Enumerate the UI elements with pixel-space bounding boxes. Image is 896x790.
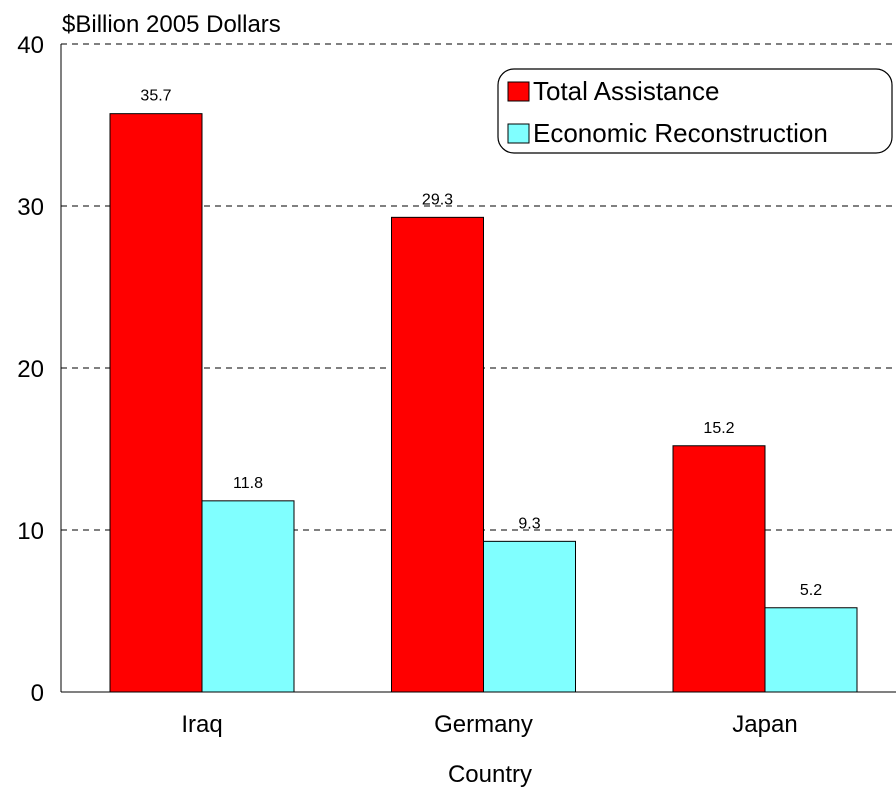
- legend-swatch-total-assistance: [507, 81, 530, 102]
- y-tick-label: 40: [17, 32, 44, 59]
- data-label: 5.2: [800, 582, 822, 599]
- data-label: 11.8: [233, 475, 263, 492]
- y-tick-label: 30: [17, 194, 44, 221]
- y-tick-label: 10: [17, 518, 44, 545]
- y-tick-labels: 0 10 20 30 40: [17, 32, 44, 707]
- bar: [109, 113, 203, 693]
- bar: [391, 216, 484, 693]
- data-label: 15.2: [703, 420, 734, 437]
- bar: [483, 540, 576, 693]
- bar: [672, 445, 766, 693]
- x-tick-labels: Iraq Germany Japan: [181, 711, 797, 738]
- bar-series: [109, 113, 858, 693]
- data-label: 29.3: [422, 191, 453, 208]
- bar: [764, 607, 858, 693]
- legend-label-economic-reconstruction: Economic Reconstruction: [533, 118, 828, 148]
- x-tick-label: Iraq: [181, 711, 222, 738]
- data-label: 9.3: [518, 515, 540, 532]
- x-tick-label: Japan: [732, 711, 797, 738]
- legend-box: [497, 68, 893, 154]
- data-label: 35.7: [140, 88, 171, 105]
- data-labels: 35.7 11.8 29.3 9.3 15.2 5.2: [140, 88, 822, 599]
- legend-swatch-economic-reconstruction: [507, 123, 530, 144]
- legend: Total Assistance Economic Reconstruction: [497, 68, 893, 154]
- y-tick-label: 20: [17, 356, 44, 383]
- y-tick-label: 0: [31, 680, 44, 707]
- bar: [201, 500, 295, 693]
- x-axis-title: Country: [448, 761, 532, 788]
- x-tick-label: Germany: [434, 711, 533, 738]
- y-axis-title: $Billion 2005 Dollars: [62, 11, 281, 38]
- legend-label-total-assistance: Total Assistance: [533, 76, 719, 106]
- axes: [60, 44, 896, 693]
